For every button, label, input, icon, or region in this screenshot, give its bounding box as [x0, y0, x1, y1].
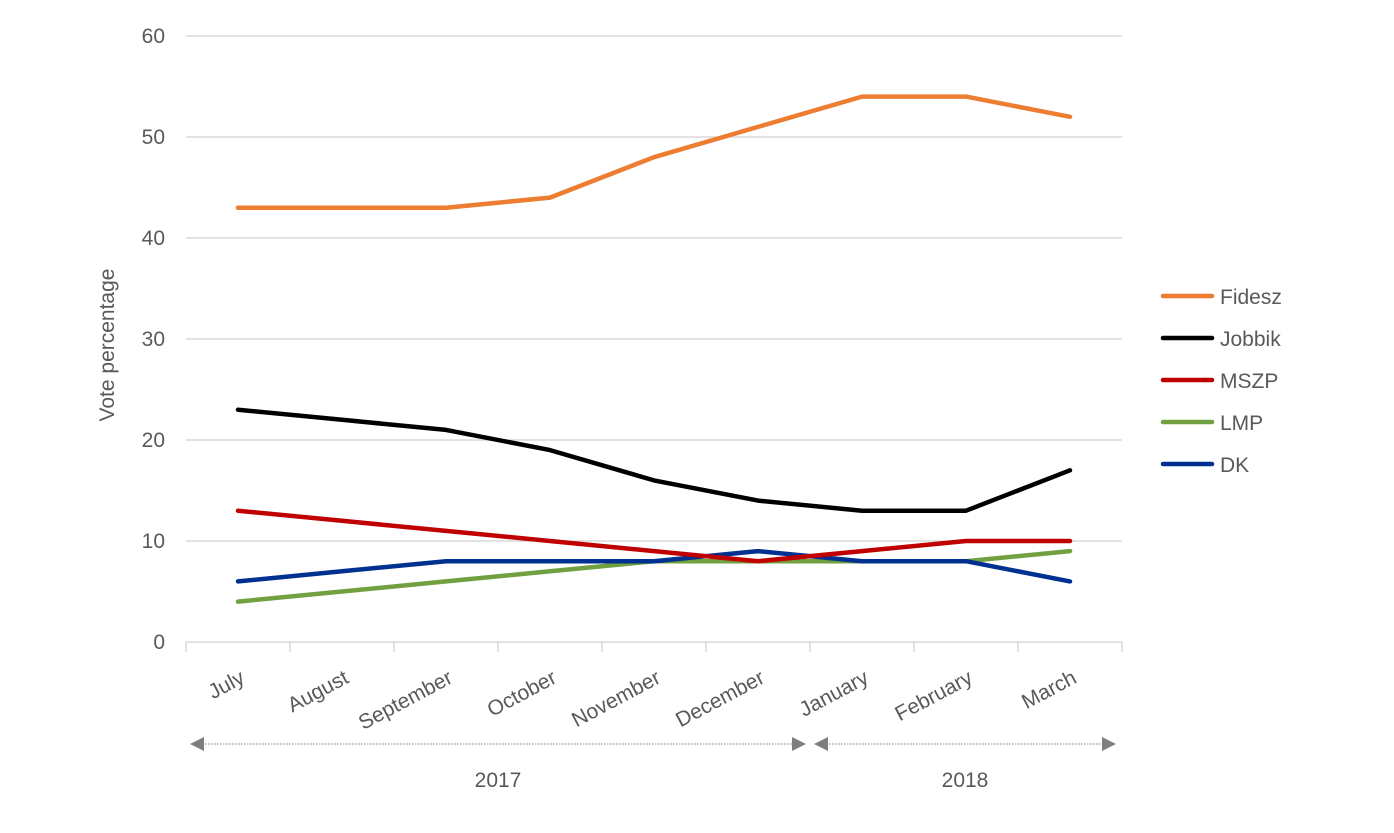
x-tick-label: October [484, 666, 561, 721]
y-axis-label: Vote percentage [96, 269, 119, 422]
series-line-dk [235, 548, 1073, 584]
x-tick-label: February [891, 666, 976, 726]
legend-label: Fidesz [1220, 286, 1282, 309]
year-label: 2018 [942, 769, 989, 792]
x-tick-label: December [672, 666, 768, 732]
series-line-fidesz [235, 94, 1073, 210]
x-tick-label: September [355, 666, 457, 735]
series-line-jobbik [235, 407, 1073, 513]
x-tick-label: July [205, 666, 249, 704]
y-tick-label: 10 [142, 530, 165, 553]
y-tick-label: 40 [142, 227, 165, 250]
x-axis: July August September October November Decemb… [185, 641, 1123, 735]
series-line-mszp [235, 508, 1073, 564]
legend-label: Jobbik [1220, 328, 1281, 351]
arrow-left-icon [190, 737, 204, 751]
year-groups: 2017 2018 [190, 737, 1116, 792]
arrow-right-icon [792, 737, 806, 751]
series-line-lmp [235, 548, 1073, 604]
x-tick-label: March [1018, 666, 1080, 714]
arrow-right-icon [1102, 737, 1116, 751]
legend-label: MSZP [1220, 370, 1278, 393]
y-tick-label: 20 [142, 429, 165, 452]
series-lines [235, 94, 1073, 604]
legend-label: DK [1220, 454, 1249, 477]
x-tick-label: November [568, 666, 664, 732]
y-axis-ticks: 0 10 20 30 40 50 60 [142, 25, 165, 654]
y-tick-label: 50 [142, 126, 165, 149]
x-tick-label: August [284, 666, 353, 717]
legend-label: LMP [1220, 412, 1263, 435]
year-label: 2017 [475, 769, 522, 792]
gridlines [186, 35, 1122, 542]
legend: Fidesz Jobbik MSZP LMP DK [1160, 286, 1282, 477]
x-tick-label: January [796, 666, 873, 722]
arrow-left-icon [814, 737, 828, 751]
y-tick-label: 60 [142, 25, 165, 48]
y-tick-label: 0 [153, 631, 165, 654]
y-tick-label: 30 [142, 328, 165, 351]
